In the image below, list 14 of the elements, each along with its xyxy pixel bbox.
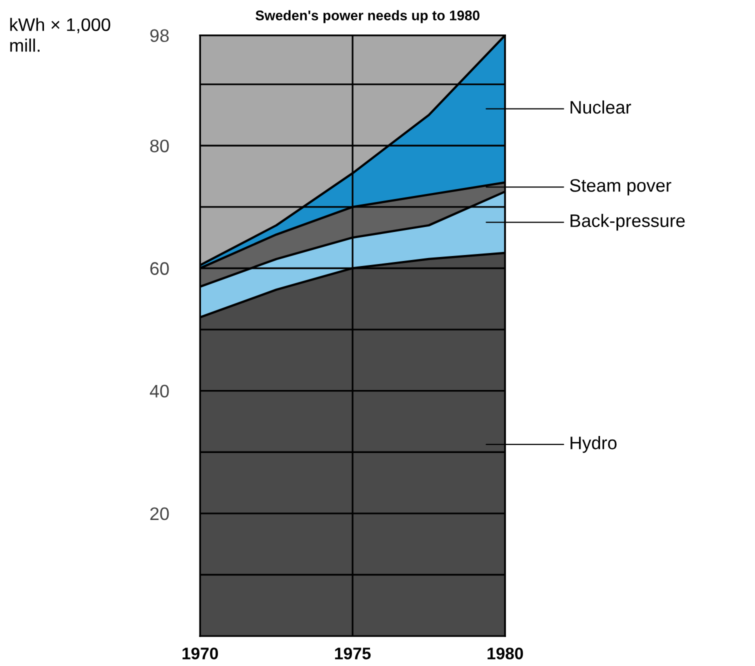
x-tick-label: 1970 xyxy=(182,648,218,660)
legend-label: Nuclear xyxy=(570,100,632,114)
y-axis-title: kWh × 1,000 mill. xyxy=(10,18,110,52)
legend-label: Hydro xyxy=(570,436,617,453)
legend-label: Back-pressure xyxy=(570,214,685,231)
y-tick-label: 80 xyxy=(150,140,169,152)
legend-label: Steam pover xyxy=(570,179,672,196)
y-tick-label: 40 xyxy=(150,384,169,398)
x-tick-label: 1975 xyxy=(335,648,371,660)
y-tick-label: 20 xyxy=(150,507,169,520)
chart-title: Sweden's power needs up to 1980 xyxy=(256,10,480,24)
y-tick-label: 98 xyxy=(150,29,169,42)
x-tick-label: 1980 xyxy=(488,648,523,660)
y-tick-label: 60 xyxy=(150,262,169,275)
